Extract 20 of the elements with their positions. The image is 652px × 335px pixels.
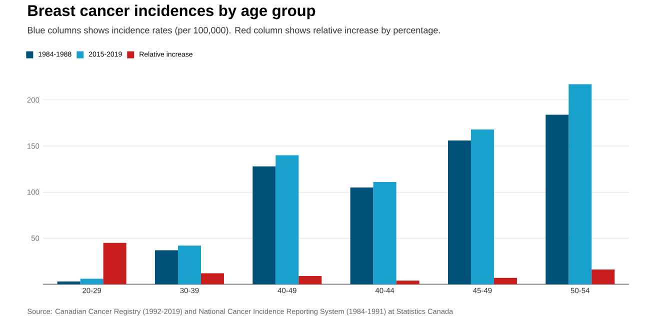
bar — [448, 140, 471, 284]
bar — [103, 242, 126, 284]
bar — [80, 278, 104, 284]
bar — [568, 84, 592, 284]
bar — [252, 166, 276, 284]
chart-title: Breast cancer incidences by age group — [28, 4, 316, 20]
bar — [396, 280, 420, 284]
bar — [494, 278, 517, 284]
bar — [373, 182, 396, 284]
chart-subtitle: Blue columns shows incidence rates (per 100,000). Red column shows relative increase by percentage. — [28, 26, 440, 36]
bar — [154, 250, 178, 284]
bar — [592, 270, 615, 284]
bar — [350, 188, 374, 284]
bar — [178, 246, 201, 284]
bar — [298, 276, 322, 284]
bar — [470, 129, 494, 284]
bar — [546, 114, 569, 284]
bar — [200, 273, 224, 284]
bar — [57, 282, 80, 284]
bar — [276, 155, 299, 284]
